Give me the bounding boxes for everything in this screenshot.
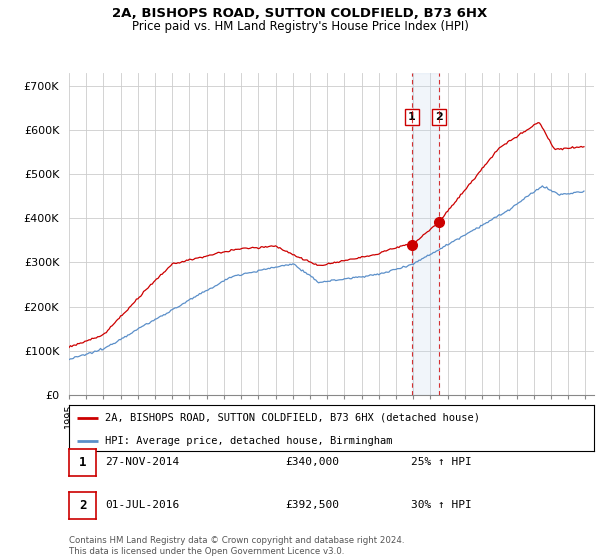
Text: 30% ↑ HPI: 30% ↑ HPI <box>411 500 472 510</box>
Bar <box>412 73 439 395</box>
Text: £340,000: £340,000 <box>285 457 339 467</box>
Text: 1: 1 <box>79 456 86 469</box>
Text: £392,500: £392,500 <box>285 500 339 510</box>
Text: Contains HM Land Registry data © Crown copyright and database right 2024.
This d: Contains HM Land Registry data © Crown c… <box>69 536 404 556</box>
Text: 2A, BISHOPS ROAD, SUTTON COLDFIELD, B73 6HX: 2A, BISHOPS ROAD, SUTTON COLDFIELD, B73 … <box>112 7 488 20</box>
Text: HPI: Average price, detached house, Birmingham: HPI: Average price, detached house, Birm… <box>105 436 392 446</box>
Text: 01-JUL-2016: 01-JUL-2016 <box>105 500 179 510</box>
Text: 1: 1 <box>408 112 416 122</box>
Text: 2: 2 <box>435 112 443 122</box>
Text: 2: 2 <box>79 499 86 512</box>
Text: 25% ↑ HPI: 25% ↑ HPI <box>411 457 472 467</box>
Text: 27-NOV-2014: 27-NOV-2014 <box>105 457 179 467</box>
Text: 2A, BISHOPS ROAD, SUTTON COLDFIELD, B73 6HX (detached house): 2A, BISHOPS ROAD, SUTTON COLDFIELD, B73 … <box>105 413 480 423</box>
Text: Price paid vs. HM Land Registry's House Price Index (HPI): Price paid vs. HM Land Registry's House … <box>131 20 469 32</box>
